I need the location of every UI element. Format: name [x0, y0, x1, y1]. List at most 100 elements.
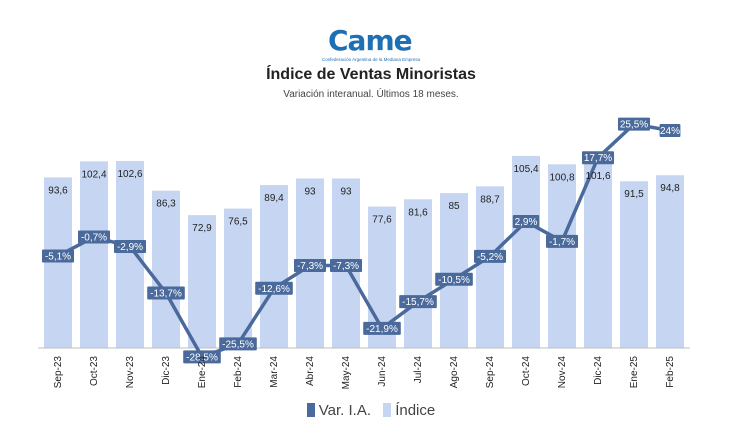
line-label-jun-24: -21,9%	[363, 321, 401, 335]
bar-label-nov-24: 100,8	[549, 172, 574, 183]
line-label-bg	[330, 258, 362, 272]
logo-tagline: Confederación Argentina de la Mediana Em…	[321, 57, 421, 62]
bar-label-ene-24: 72,9	[192, 223, 212, 234]
bar-label-sep-24: 88,7	[480, 194, 500, 205]
bar-feb-24	[224, 208, 252, 348]
line-label-text: 2,9%	[515, 217, 538, 228]
line-label-text: -5,1%	[45, 251, 71, 262]
bar-feb-25	[656, 175, 684, 348]
legend-item-var-ia: Var. I.A.	[306, 402, 372, 419]
bar-dic-24	[584, 162, 612, 348]
came-logo: Came Confederación Argentina de la Media…	[318, 24, 424, 64]
bar-label-ago-24: 85	[448, 201, 460, 212]
x-tick-ago-24: Ago-24	[449, 356, 460, 389]
bar-nov-24	[548, 164, 576, 348]
line-label-bg	[618, 117, 650, 131]
line-label-bg	[546, 234, 578, 248]
x-tick-mar-24: Mar-24	[269, 356, 280, 388]
bar-label-mar-24: 89,4	[264, 193, 284, 204]
line-label-text: 24%	[660, 126, 680, 137]
line-label-text: -25,5%	[222, 339, 254, 350]
bar-nov-23	[116, 161, 144, 348]
line-label-bg	[294, 258, 326, 272]
chart-subtitle: Variación interanual. Últimos 18 meses.	[283, 89, 459, 100]
x-tick-dic-24: Dic-24	[593, 356, 604, 385]
bar-label-sep-23: 93,6	[48, 185, 68, 196]
bar-label-ene-25: 91,5	[624, 189, 644, 200]
line-label-dic-23: -13,7%	[147, 286, 185, 300]
line-label-text: -1,7%	[549, 237, 575, 248]
bar-label-dic-24: 101,6	[585, 171, 610, 182]
logo-wordmark: Came	[328, 24, 413, 57]
line-label-text: -21,9%	[366, 324, 398, 335]
x-tick-oct-23: Oct-23	[89, 356, 100, 386]
bar-sep-23	[44, 177, 72, 348]
line-label-bg	[659, 124, 681, 138]
line-label-abr-24: -7,3%	[294, 258, 326, 272]
bar-label-nov-23: 102,6	[117, 169, 142, 180]
line-label-nov-24: -1,7%	[546, 234, 578, 248]
legend-swatch-line	[306, 403, 315, 417]
x-tick-abr-24: Abr-24	[305, 356, 316, 386]
bar-label-feb-24: 76,5	[228, 217, 248, 228]
x-tick-dic-23: Dic-23	[161, 356, 172, 385]
bar-label-may-24: 93	[340, 186, 352, 197]
line-label-bg	[474, 249, 506, 263]
bar-label-feb-25: 94,8	[660, 183, 680, 194]
x-tick-nov-23: Nov-23	[125, 356, 136, 389]
x-tick-jun-24: Jun-24	[377, 356, 388, 387]
legend-item-indice: Índice	[383, 402, 435, 419]
line-label-oct-23: -0,7%	[78, 230, 110, 244]
x-tick-sep-23: Sep-23	[53, 356, 64, 389]
x-tick-feb-24: Feb-24	[233, 356, 244, 388]
bar-label-jun-24: 77,6	[372, 215, 392, 226]
line-label-nov-23: -2,9%	[114, 239, 146, 253]
x-tick-may-24: May-24	[341, 356, 352, 390]
x-tick-nov-24: Nov-24	[557, 356, 568, 389]
line-label-bg	[582, 151, 614, 165]
line-label-bg	[42, 249, 74, 263]
bar-dic-23	[152, 190, 180, 348]
line-label-ene-24: -28,5%	[183, 350, 221, 364]
line-label-text: 25,5%	[620, 120, 648, 131]
bar-jul-24	[404, 199, 432, 348]
line-label-text: -0,7%	[81, 233, 107, 244]
line-label-bg	[219, 337, 257, 351]
bar-label-oct-24: 105,4	[513, 164, 538, 175]
line-label-bg	[183, 350, 221, 364]
x-tick-ene-24: Ene-24	[197, 356, 208, 389]
legend-label-var-ia: Var. I.A.	[318, 402, 372, 419]
chart-area: 93,6 102,4 102,6 86,3 72,9 76,5 89,4 93 93 77,6 81…	[38, 117, 690, 390]
line-label-text: -15,7%	[402, 297, 434, 308]
bar-sep-24	[476, 186, 504, 348]
line-label-text: -5,2%	[477, 252, 503, 263]
line-label-bg	[435, 272, 473, 286]
line-label-mar-24: -12,6%	[255, 281, 293, 295]
line-label-text: -10,5%	[438, 275, 470, 286]
line-label-dic-24: 17,7%	[582, 151, 614, 165]
legend-label-indice: Índice	[395, 402, 436, 419]
bar-ago-24	[440, 193, 468, 348]
chart-title: Índice de Ventas Minoristas	[266, 66, 476, 83]
line-label-feb-24: -25,5%	[219, 337, 257, 351]
bar-oct-23	[80, 161, 108, 348]
line-label-bg	[255, 281, 293, 295]
line-label-ago-24: -10,5%	[435, 272, 473, 286]
line-label-text: -7,3%	[297, 261, 323, 272]
x-tick-sep-24: Sep-24	[485, 356, 496, 389]
line-label-jul-24: -15,7%	[399, 295, 437, 309]
line-label-text: -2,9%	[117, 242, 143, 253]
line-label-text: -28,5%	[186, 352, 218, 363]
line-label-bg	[114, 239, 146, 253]
chart-legend: Var. I.A. Índice	[0, 402, 742, 419]
line-var-ia	[57, 122, 671, 359]
bar-label-jul-24: 81,6	[408, 207, 428, 218]
x-tick-feb-25: Feb-25	[665, 356, 676, 388]
line-label-bg	[78, 230, 110, 244]
bar-label-dic-23: 86,3	[156, 199, 176, 210]
x-tick-jul-24: Jul-24	[413, 356, 424, 384]
line-label-bg	[512, 215, 540, 229]
line-label-sep-23: -5,1%	[42, 249, 74, 263]
line-label-text: -7,3%	[333, 261, 359, 272]
bar-label-abr-24: 93	[304, 186, 316, 197]
